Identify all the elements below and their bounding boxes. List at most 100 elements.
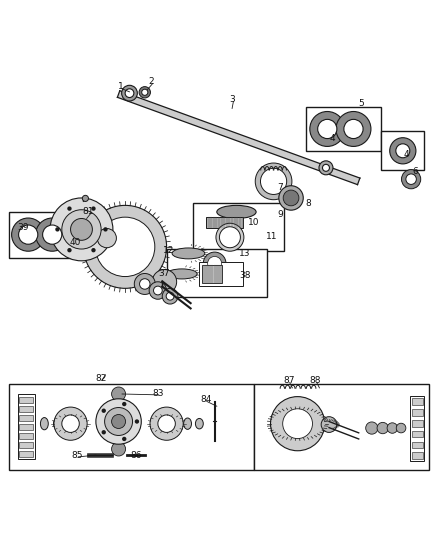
Circle shape bbox=[336, 111, 371, 147]
Text: 85: 85 bbox=[71, 450, 83, 459]
Text: 84: 84 bbox=[200, 395, 212, 404]
Bar bbox=[19, 406, 33, 412]
Polygon shape bbox=[117, 91, 360, 184]
Bar bbox=[199, 262, 243, 286]
Circle shape bbox=[91, 248, 95, 252]
Circle shape bbox=[377, 422, 389, 434]
Circle shape bbox=[102, 408, 106, 413]
Text: 13: 13 bbox=[240, 249, 251, 258]
Circle shape bbox=[261, 168, 287, 195]
Bar bbox=[412, 442, 423, 448]
Bar bbox=[10, 384, 254, 470]
Circle shape bbox=[255, 163, 292, 200]
Bar bbox=[412, 398, 423, 405]
Bar bbox=[19, 424, 33, 430]
Bar bbox=[306, 107, 381, 151]
Circle shape bbox=[216, 223, 244, 251]
Text: 2: 2 bbox=[148, 77, 154, 86]
Circle shape bbox=[42, 225, 62, 244]
Circle shape bbox=[153, 286, 162, 295]
Bar bbox=[412, 453, 423, 459]
Circle shape bbox=[396, 423, 406, 433]
Circle shape bbox=[396, 144, 410, 158]
Bar bbox=[19, 451, 33, 457]
Text: 10: 10 bbox=[248, 219, 260, 228]
Circle shape bbox=[318, 119, 337, 139]
Circle shape bbox=[82, 195, 88, 201]
Circle shape bbox=[122, 437, 127, 441]
Text: 1: 1 bbox=[118, 82, 124, 91]
Circle shape bbox=[95, 217, 155, 277]
Text: 37: 37 bbox=[159, 269, 170, 278]
Text: 87: 87 bbox=[283, 376, 295, 385]
Circle shape bbox=[125, 89, 134, 98]
Circle shape bbox=[35, 218, 69, 251]
Bar bbox=[18, 394, 35, 458]
Circle shape bbox=[62, 415, 79, 432]
Circle shape bbox=[105, 408, 133, 435]
Text: 6: 6 bbox=[413, 167, 418, 176]
Circle shape bbox=[67, 206, 72, 211]
Bar bbox=[10, 212, 79, 258]
Text: 8: 8 bbox=[306, 199, 311, 208]
Text: 5: 5 bbox=[358, 99, 364, 108]
Circle shape bbox=[122, 402, 127, 406]
Text: 4: 4 bbox=[404, 150, 410, 159]
Circle shape bbox=[344, 119, 363, 139]
Circle shape bbox=[112, 387, 126, 401]
Circle shape bbox=[279, 185, 303, 210]
Circle shape bbox=[91, 206, 95, 211]
Bar bbox=[412, 420, 423, 426]
Circle shape bbox=[319, 161, 333, 175]
Circle shape bbox=[208, 256, 222, 270]
Text: 12: 12 bbox=[163, 246, 174, 255]
Bar bbox=[381, 131, 424, 171]
Circle shape bbox=[67, 248, 72, 252]
Text: 4: 4 bbox=[330, 134, 336, 143]
Bar bbox=[254, 384, 428, 470]
Circle shape bbox=[71, 219, 92, 240]
Circle shape bbox=[310, 111, 345, 147]
Ellipse shape bbox=[172, 248, 205, 259]
Circle shape bbox=[134, 273, 155, 294]
Ellipse shape bbox=[195, 418, 203, 429]
Text: 40: 40 bbox=[69, 238, 81, 247]
Circle shape bbox=[321, 417, 337, 432]
Circle shape bbox=[96, 399, 141, 444]
Text: 7: 7 bbox=[277, 183, 283, 192]
Circle shape bbox=[390, 138, 416, 164]
Circle shape bbox=[158, 415, 175, 432]
Bar bbox=[202, 265, 222, 282]
Ellipse shape bbox=[53, 418, 61, 430]
Circle shape bbox=[152, 270, 177, 294]
Circle shape bbox=[55, 227, 60, 231]
Circle shape bbox=[97, 229, 117, 248]
Bar bbox=[19, 442, 33, 448]
Circle shape bbox=[402, 169, 421, 189]
Circle shape bbox=[112, 415, 126, 429]
Bar bbox=[19, 433, 33, 439]
Circle shape bbox=[50, 198, 113, 261]
Circle shape bbox=[283, 190, 299, 206]
Circle shape bbox=[62, 210, 101, 249]
Circle shape bbox=[203, 252, 226, 275]
Circle shape bbox=[162, 288, 178, 304]
Ellipse shape bbox=[40, 417, 48, 430]
Bar bbox=[193, 203, 285, 251]
Text: 82: 82 bbox=[95, 374, 107, 383]
Bar bbox=[410, 396, 424, 461]
Ellipse shape bbox=[217, 205, 256, 219]
Circle shape bbox=[122, 85, 138, 101]
Circle shape bbox=[18, 225, 38, 244]
Circle shape bbox=[54, 407, 87, 440]
Ellipse shape bbox=[166, 269, 197, 279]
Bar bbox=[19, 415, 33, 421]
Bar bbox=[166, 249, 267, 297]
Text: 88: 88 bbox=[309, 376, 321, 385]
Circle shape bbox=[112, 442, 126, 456]
Bar bbox=[412, 431, 423, 438]
Text: 11: 11 bbox=[265, 232, 277, 241]
Circle shape bbox=[283, 409, 312, 439]
Circle shape bbox=[387, 423, 398, 433]
Circle shape bbox=[135, 419, 139, 424]
